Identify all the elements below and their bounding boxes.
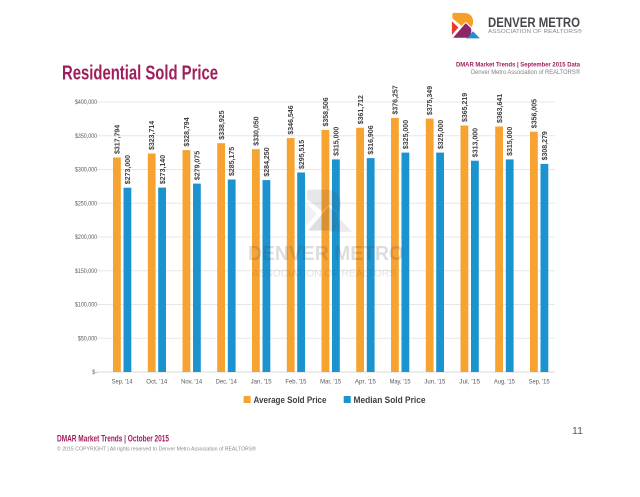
svg-text:Residential Sold Price: Residential Sold Price — [62, 63, 218, 85]
svg-text:$346,546: $346,546 — [288, 105, 295, 134]
svg-text:DENVER METRO: DENVER METRO — [248, 243, 404, 265]
svg-text:$300,000: $300,000 — [75, 167, 97, 174]
svg-text:$325,000: $325,000 — [438, 120, 445, 149]
svg-text:$-: $- — [92, 369, 97, 376]
svg-text:$284,250: $284,250 — [264, 147, 271, 176]
svg-text:$315,000: $315,000 — [334, 127, 341, 156]
svg-text:11: 11 — [572, 425, 583, 437]
svg-text:$356,005: $356,005 — [532, 99, 539, 128]
svg-text:DMAR Market Trends | September: DMAR Market Trends | September 2015 Data — [456, 62, 580, 69]
svg-text:Jan, '15: Jan, '15 — [251, 379, 273, 386]
svg-text:$323,714: $323,714 — [149, 121, 156, 150]
svg-text:Denver Metro Association of RE: Denver Metro Association of REALTORS® — [471, 68, 580, 76]
svg-text:$365,219: $365,219 — [462, 93, 469, 122]
svg-text:DMAR Market Trends | October 2: DMAR Market Trends | October 2015 — [57, 434, 169, 444]
svg-text:$325,000: $325,000 — [403, 120, 410, 149]
svg-text:$313,000: $313,000 — [473, 128, 480, 157]
svg-text:$330,050: $330,050 — [254, 116, 261, 145]
svg-text:$358,506: $358,506 — [323, 97, 330, 126]
svg-text:DENVER METRO: DENVER METRO — [488, 15, 580, 30]
svg-text:$363,641: $363,641 — [497, 94, 504, 123]
svg-text:$273,000: $273,000 — [125, 155, 132, 184]
svg-text:Sep, '14: Sep, '14 — [112, 379, 134, 386]
svg-text:$328,794: $328,794 — [184, 117, 191, 146]
svg-text:$279,075: $279,075 — [195, 151, 202, 180]
svg-text:$250,000: $250,000 — [75, 200, 97, 207]
svg-text:$273,140: $273,140 — [160, 155, 167, 184]
svg-text:$100,000: $100,000 — [75, 302, 97, 309]
svg-text:Jun, '15: Jun, '15 — [424, 379, 446, 386]
svg-text:$295,515: $295,515 — [299, 140, 306, 169]
svg-text:$285,175: $285,175 — [229, 147, 236, 176]
svg-text:ASSOCIATION OF REALTORS®: ASSOCIATION OF REALTORS® — [488, 28, 582, 35]
svg-text:© 2015 COPYRIGHT | All rights: © 2015 COPYRIGHT | All rights reserved t… — [57, 446, 257, 453]
svg-text:Dec, '14: Dec, '14 — [216, 379, 238, 386]
svg-text:Sep, '15: Sep, '15 — [529, 379, 551, 386]
svg-text:$315,000: $315,000 — [507, 127, 514, 156]
svg-text:Nov, '14: Nov, '14 — [181, 379, 203, 386]
svg-text:Median Sold Price: Median Sold Price — [354, 395, 426, 405]
svg-text:$200,000: $200,000 — [75, 234, 97, 241]
svg-text:Jul, '15: Jul, '15 — [459, 379, 481, 386]
svg-text:$150,000: $150,000 — [75, 268, 97, 275]
svg-text:Aug, '15: Aug, '15 — [494, 379, 516, 386]
svg-text:$308,279: $308,279 — [542, 131, 549, 160]
svg-text:Apr, '15: Apr, '15 — [355, 379, 377, 386]
svg-text:$376,257: $376,257 — [393, 85, 400, 114]
svg-text:$317,794: $317,794 — [115, 125, 122, 154]
svg-text:ASSOCIATION OF REALTORS: ASSOCIATION OF REALTORS — [252, 269, 396, 280]
svg-text:$316,906: $316,906 — [368, 125, 375, 154]
svg-text:$350,000: $350,000 — [75, 133, 97, 140]
svg-text:$375,349: $375,349 — [427, 86, 434, 115]
svg-text:$338,925: $338,925 — [219, 110, 226, 139]
svg-text:Feb, '15: Feb, '15 — [285, 379, 307, 386]
svg-text:$361,712: $361,712 — [358, 95, 365, 124]
svg-text:Oct, '14: Oct, '14 — [146, 379, 168, 386]
svg-text:$50,000: $50,000 — [78, 335, 98, 342]
svg-text:May, '15: May, '15 — [390, 379, 412, 386]
svg-text:$400,000: $400,000 — [75, 99, 97, 106]
svg-text:Mar, '15: Mar, '15 — [320, 379, 342, 386]
svg-text:Average Sold Price: Average Sold Price — [254, 395, 327, 405]
